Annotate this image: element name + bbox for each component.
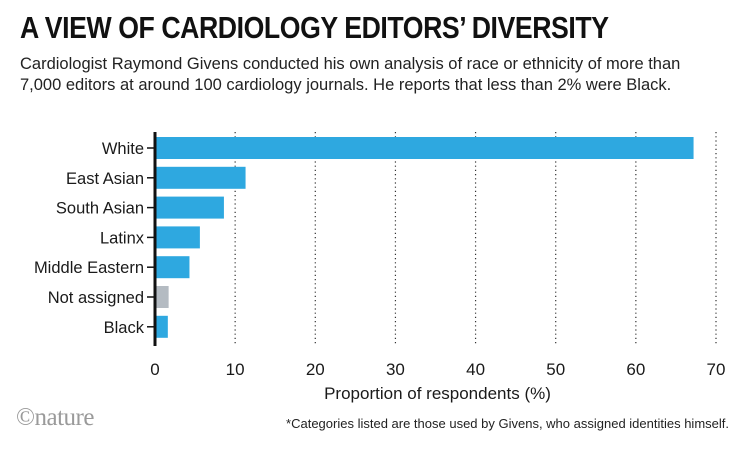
footnote: *Categories listed are those used by Giv… — [286, 416, 729, 431]
x-tick-label: 70 — [707, 360, 726, 379]
category-labels: White East Asian South Asian Latinx Middle E… — [34, 140, 155, 337]
bar-east-asian — [155, 166, 246, 189]
chart-title: A VIEW OF CARDIOLOGY EDITORS’ DIVERSITY — [20, 10, 609, 45]
gridlines — [234, 132, 717, 346]
x-tick-label: 20 — [306, 360, 325, 379]
nature-logo: ©nature — [16, 404, 94, 431]
category-label: White — [102, 140, 144, 158]
x-tick-label: 10 — [226, 360, 245, 379]
category-label: Middle Eastern — [34, 259, 144, 277]
bar-black — [155, 315, 168, 338]
bar-middle-eastern — [155, 256, 190, 279]
x-tick-label: 0 — [150, 360, 159, 379]
x-tick-label: 50 — [546, 360, 565, 379]
category-label: Black — [104, 319, 145, 337]
category-label: South Asian — [56, 200, 144, 218]
bar-white — [155, 137, 694, 159]
x-tick-labels: 0 10 20 30 40 50 60 70 — [150, 360, 725, 379]
category-label: Not assigned — [48, 289, 144, 307]
x-tick-label: 60 — [626, 360, 645, 379]
chart-subtitle: Cardiologist Raymond Givens conducted hi… — [20, 55, 681, 94]
x-axis-label: Proportion of respondents (%) — [324, 384, 551, 403]
x-tick-label: 40 — [466, 360, 485, 379]
x-tick-label: 30 — [386, 360, 405, 379]
category-label: East Asian — [66, 170, 144, 188]
bar-not-assigned — [155, 286, 169, 308]
bars — [155, 137, 694, 338]
bar-south-asian — [155, 196, 224, 219]
category-label: Latinx — [100, 229, 145, 247]
bar-latinx — [155, 226, 200, 249]
